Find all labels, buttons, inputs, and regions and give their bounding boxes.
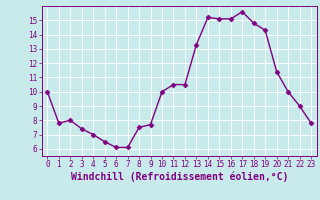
X-axis label: Windchill (Refroidissement éolien,°C): Windchill (Refroidissement éolien,°C) bbox=[70, 172, 288, 182]
